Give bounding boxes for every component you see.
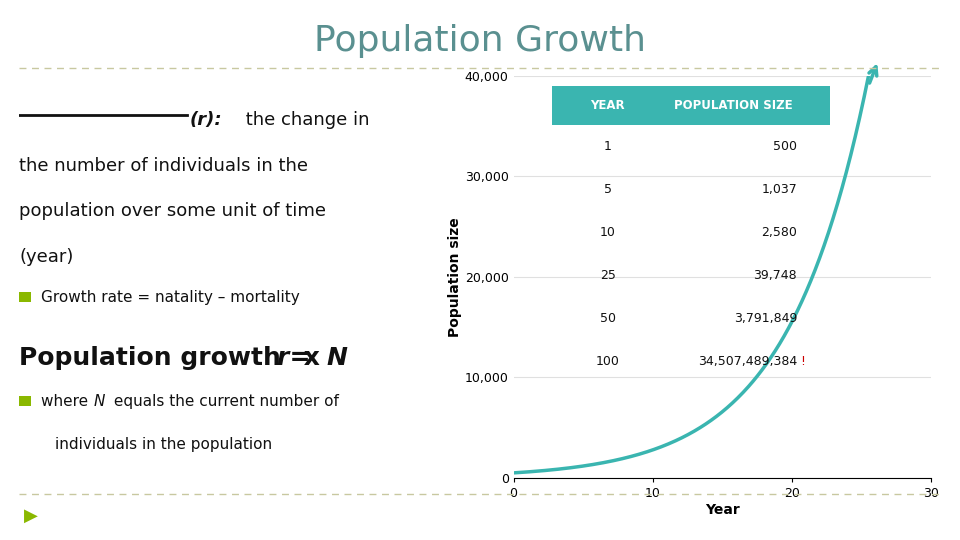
Text: POPULATION SIZE: POPULATION SIZE: [674, 99, 792, 112]
Text: N: N: [94, 394, 105, 409]
Bar: [552, 86, 830, 125]
Text: 100: 100: [596, 355, 619, 368]
Bar: [19, 292, 31, 302]
Text: 10: 10: [600, 226, 615, 239]
Text: 5: 5: [604, 183, 612, 196]
Text: 39,748: 39,748: [754, 269, 797, 282]
Text: 34,507,489,384: 34,507,489,384: [698, 355, 797, 368]
Text: 2,580: 2,580: [761, 226, 797, 239]
Text: 25: 25: [600, 269, 615, 282]
X-axis label: Year: Year: [705, 503, 740, 517]
Bar: [19, 396, 31, 406]
Text: 1,037: 1,037: [761, 183, 797, 196]
Text: x: x: [296, 346, 329, 370]
Text: individuals in the population: individuals in the population: [56, 437, 273, 453]
Text: where: where: [40, 394, 93, 409]
Text: the change in: the change in: [240, 111, 370, 129]
Text: 50: 50: [600, 312, 615, 325]
Text: Population growth =: Population growth =: [19, 346, 320, 370]
Text: the number of individuals in the: the number of individuals in the: [19, 157, 308, 174]
Text: (year): (year): [19, 248, 74, 266]
Text: ▶: ▶: [24, 507, 37, 525]
Text: 3,791,849: 3,791,849: [733, 312, 797, 325]
Text: r: r: [276, 346, 288, 370]
Text: population over some unit of time: population over some unit of time: [19, 202, 326, 220]
Text: YEAR: YEAR: [590, 99, 625, 112]
Text: (r):: (r):: [189, 111, 222, 129]
Text: N: N: [326, 346, 348, 370]
Text: equals the current number of: equals the current number of: [109, 394, 339, 409]
Text: 500: 500: [773, 140, 797, 153]
Y-axis label: Population size: Population size: [448, 217, 462, 336]
Text: !: !: [800, 355, 804, 368]
Text: Population Growth: Population Growth: [314, 24, 646, 58]
Text: Growth rate = natality – mortality: Growth rate = natality – mortality: [40, 290, 300, 305]
Text: 1: 1: [604, 140, 612, 153]
